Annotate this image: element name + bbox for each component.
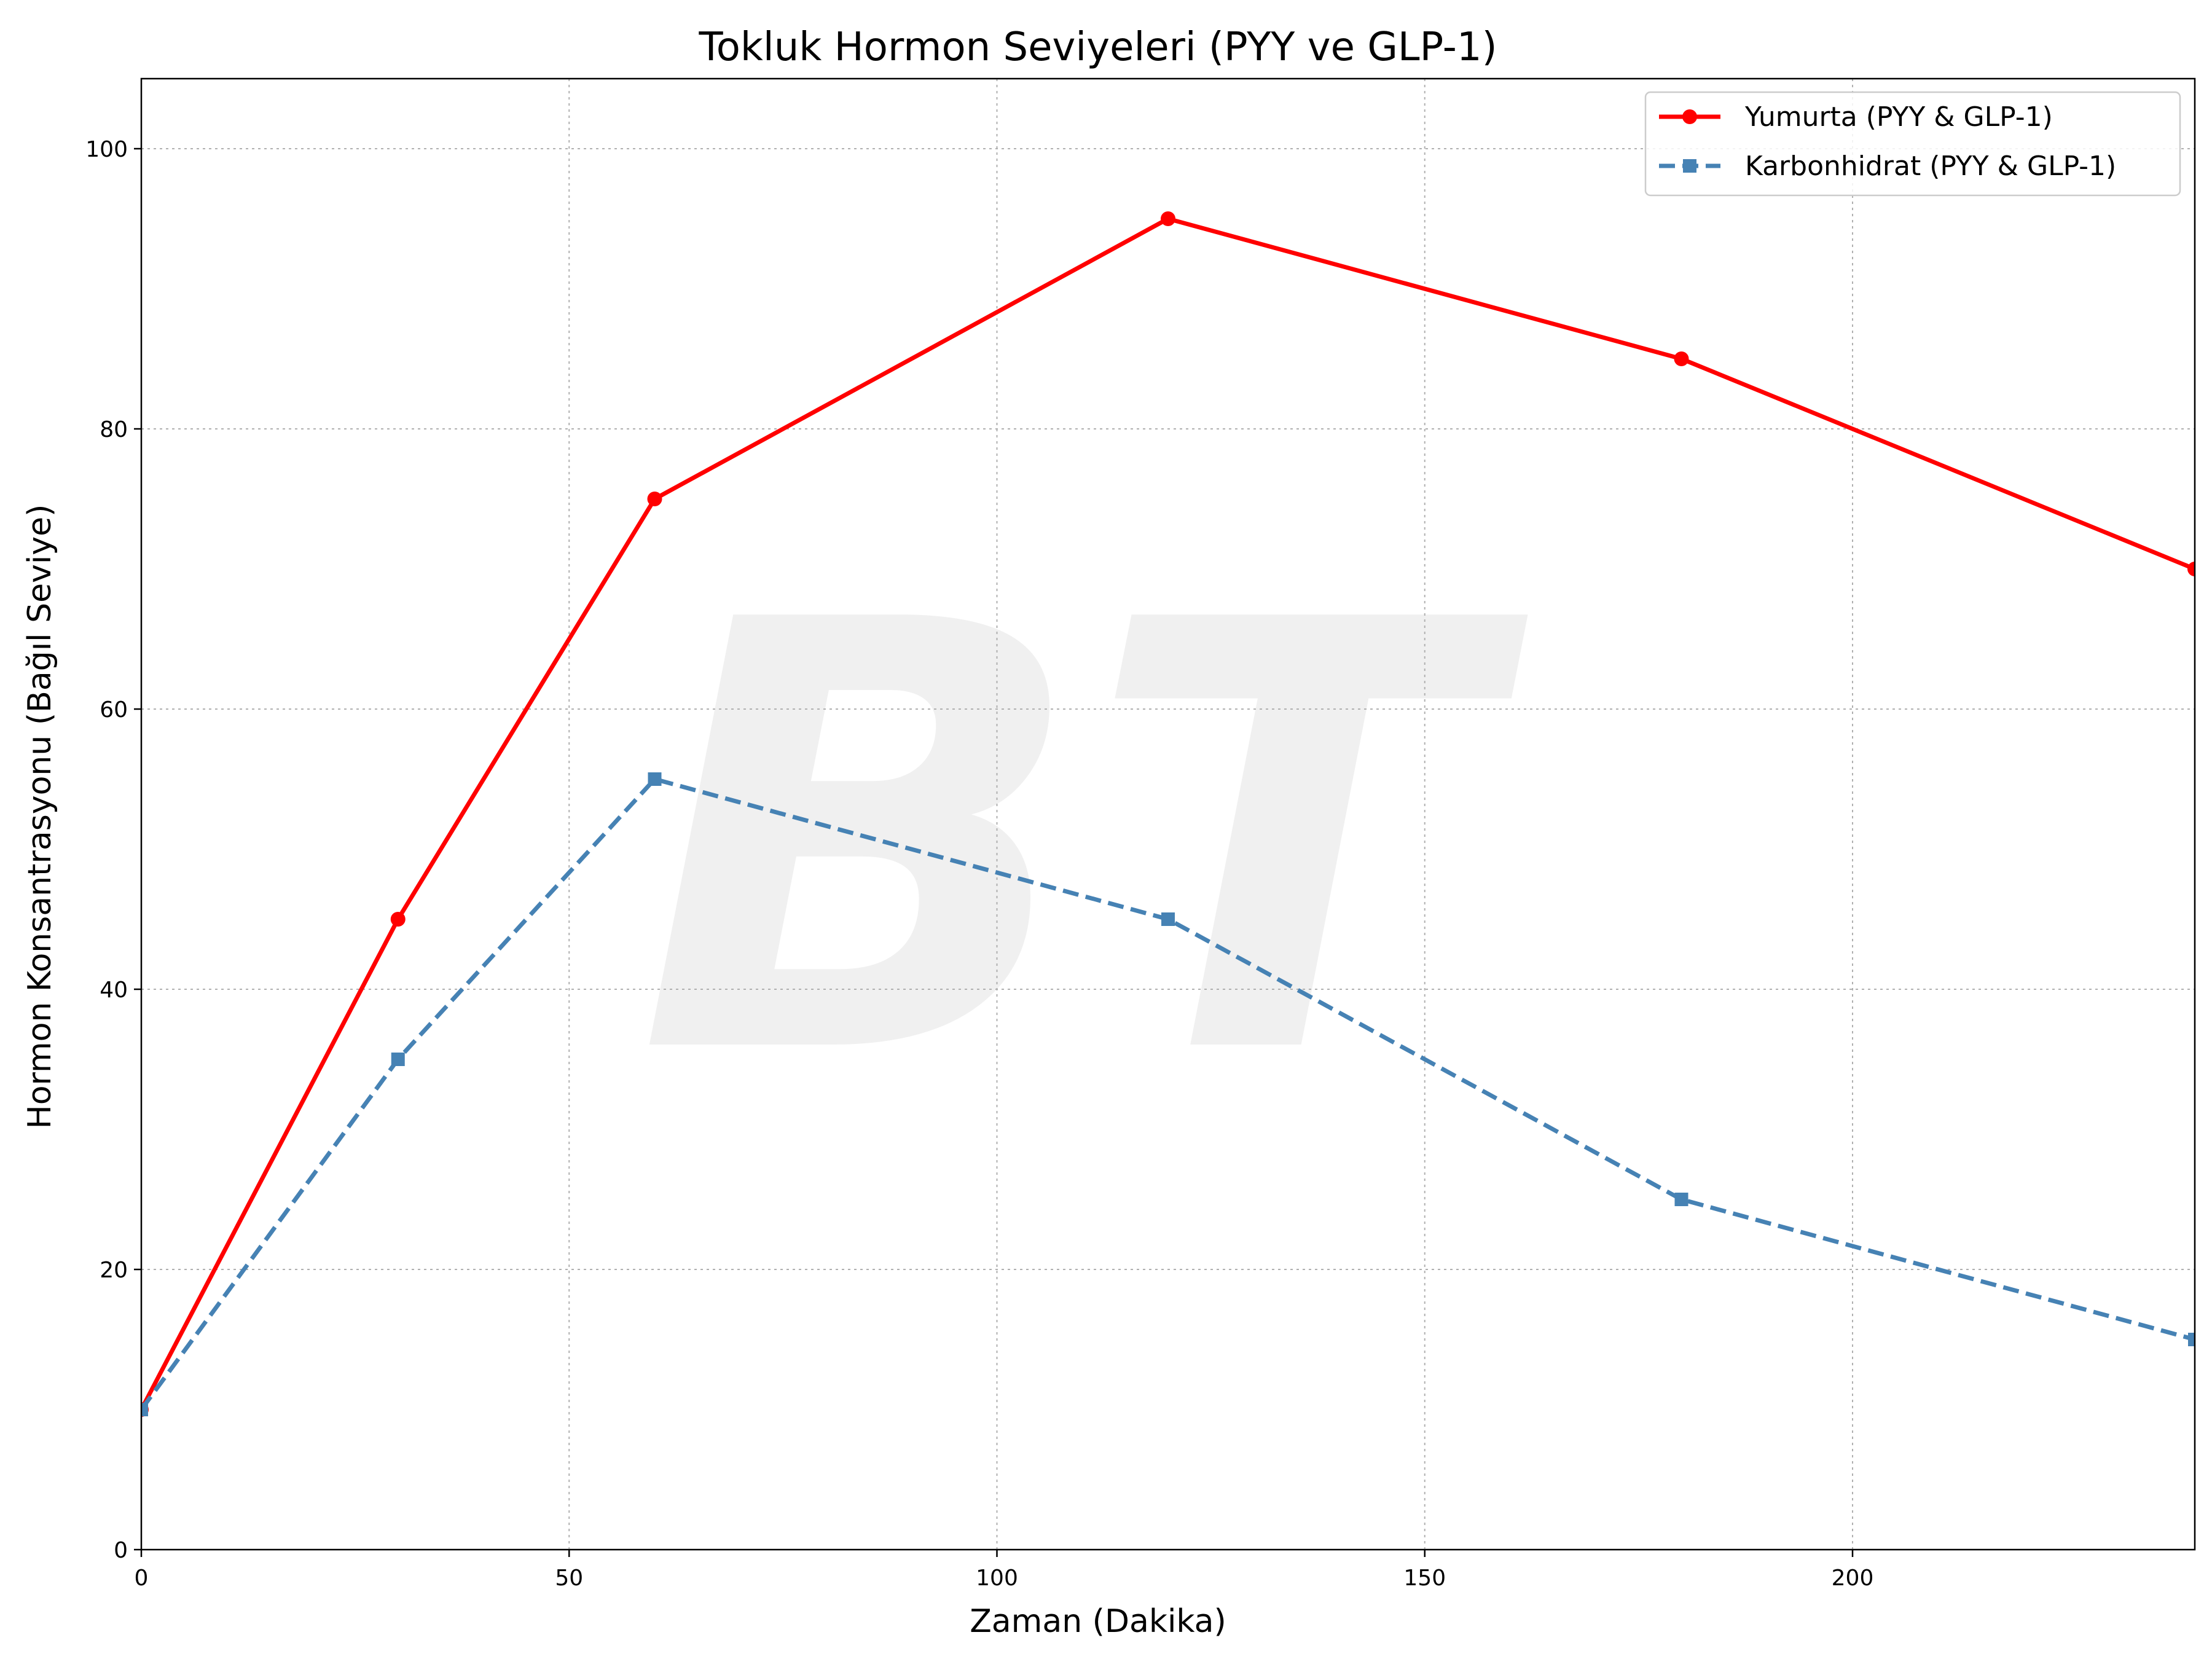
x-tick-label: 50 [555,1566,583,1591]
data-point [390,912,406,927]
svg-text:BT: BT [637,498,1529,1184]
legend-item: Yumurta (PYY & GLP-1) [1659,101,2053,133]
x-tick-label: 150 [1403,1566,1446,1591]
x-axis-ticks: 0 50 100 150 200 [135,1550,1874,1591]
series-karbonhidrat-pyy-glp-1 [141,772,2195,1416]
y-axis-label: Hormon Konsantrasyonu (Bağıl Seviye) [22,504,58,1129]
data-point [647,492,662,506]
data-point [2188,1333,2195,1346]
y-tick-label: 80 [100,417,128,442]
data-point [648,772,662,786]
legend-label: Yumurta (PYY & GLP-1) [1744,101,2053,133]
legend: Yumurta (PYY & GLP-1) Karbonhidrat (PYY &… [1644,91,2181,197]
legend-marker [1683,159,1696,173]
plot-area-frame [140,77,2196,1551]
data-point [141,1403,148,1416]
y-tick-label: 0 [114,1538,128,1563]
watermark-logo: BT [637,498,1529,1184]
data-point [1674,1193,1688,1206]
data-point [1161,912,1175,926]
data-point [1161,211,1175,226]
y-tick-label: 20 [100,1258,128,1283]
data-point [391,1053,405,1066]
y-axis-ticks: 0 20 40 60 80 100 [85,137,141,1563]
y-tick-label: 40 [100,978,128,1003]
series-layer [141,211,2195,1417]
y-tick-label: 60 [100,697,128,723]
x-tick-label: 0 [135,1566,149,1591]
y-tick-label: 100 [85,137,128,162]
chart-title: Tokluk Hormon Seviyeleri (PYY ve GLP-1) [698,25,1497,70]
series-line [141,777,2195,1411]
grid-lines [141,79,2195,1550]
legend-label: Karbonhidrat (PYY & GLP-1) [1745,151,2116,182]
legend-item: Karbonhidrat (PYY & GLP-1) [1659,151,2116,182]
data-point [1674,351,1689,366]
series-yumurta-pyy-glp-1 [141,211,2195,1417]
series-line [141,216,2195,1411]
x-axis-label: Zaman (Dakika) [970,1603,1226,1640]
data-point [2187,562,2195,576]
x-tick-label: 100 [976,1566,1018,1591]
legend-marker [1682,109,1697,124]
x-tick-label: 200 [1832,1566,1874,1591]
legend-box [1644,91,2181,197]
